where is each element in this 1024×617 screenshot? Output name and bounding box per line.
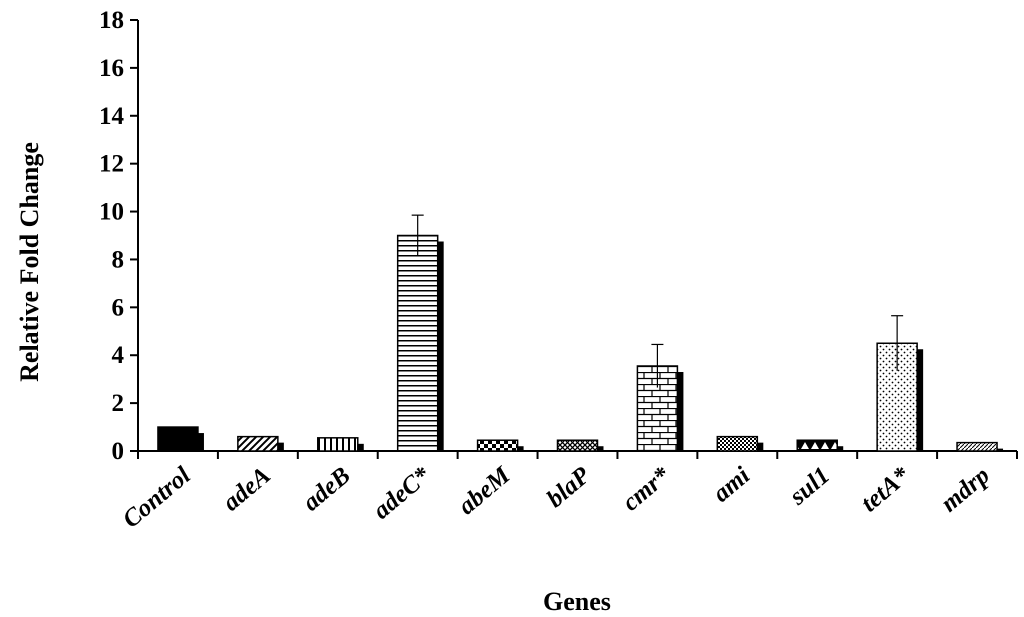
y-tick-label: 4 <box>112 342 125 369</box>
y-axis: 0 2 4 6 8 10 12 14 16 18 <box>99 7 139 465</box>
y-tick-label: 12 <box>99 151 124 178</box>
y-axis-title: Relative Fold Change <box>15 142 44 382</box>
x-tick-label: cmr* <box>617 462 675 517</box>
bar-adeb <box>317 437 359 452</box>
y-tick-label: 0 <box>112 438 125 465</box>
x-tick-label: sul1 <box>784 462 835 511</box>
x-tick-label: mdrp <box>936 462 995 518</box>
bar-adea <box>237 435 279 452</box>
bar-blap <box>556 439 599 452</box>
y-tick-label: 10 <box>99 199 124 226</box>
x-tick-label: ami <box>708 462 755 508</box>
x-axis-title: Genes <box>543 587 611 616</box>
y-tick-label: 8 <box>112 246 125 273</box>
x-tick-label: adeA <box>218 462 276 517</box>
bars <box>157 214 1004 452</box>
y-tick-label: 18 <box>99 7 124 34</box>
x-tick-label: adeC* <box>368 462 436 525</box>
bar-sul1 <box>796 439 838 452</box>
y-tick-label: 2 <box>112 390 125 417</box>
x-tick-label: Control <box>118 462 196 534</box>
y-tick-label: 14 <box>99 103 125 130</box>
bar-mdrp <box>956 441 998 452</box>
x-tick-label: abeM <box>453 461 516 520</box>
category-labels: Control adeA adeB adeC* abeM blaP cmr* ami sul1 t… <box>118 461 995 533</box>
y-tick-label: 6 <box>112 294 125 321</box>
bar-ami <box>716 435 759 452</box>
bar-abem <box>476 439 519 452</box>
bar-control <box>157 426 199 452</box>
x-tick-label: adeB <box>298 462 356 517</box>
x-tick-label: tetA* <box>856 462 915 518</box>
x-tick-label: blaP <box>542 461 596 513</box>
y-tick-label: 16 <box>99 55 124 82</box>
x-axis <box>137 450 1018 459</box>
bar-adec-star <box>396 234 439 452</box>
